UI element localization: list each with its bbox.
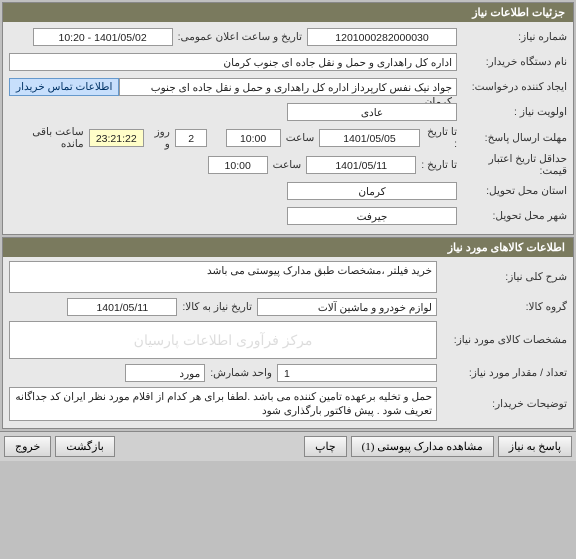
need-details-panel: جزئیات اطلاعات نیاز شماره نیاز: 12010002… — [2, 2, 574, 235]
validity-time-field: 10:00 — [208, 156, 268, 174]
days-field: 2 — [175, 129, 208, 147]
countdown-field: 23:21:22 — [89, 129, 144, 147]
spec-label: مشخصات کالای مورد نیاز: — [437, 334, 567, 346]
bottom-toolbar: پاسخ به نیاز مشاهده مدارک پیوستی (1) چاپ… — [0, 431, 576, 461]
unit-field: مورد — [125, 364, 205, 382]
group-label: گروه کالا: — [437, 301, 567, 313]
city-field: جیرفت — [287, 207, 457, 225]
days-and-label: روز و — [144, 126, 175, 150]
validity-label: حداقل تاریخ اعتبار قیمت: — [457, 153, 567, 177]
to-date-label: تا تاریخ : — [420, 126, 457, 150]
announce-label: تاریخ و ساعت اعلان عمومی: — [173, 31, 307, 43]
to-date-label-2: تا تاریخ : — [416, 159, 457, 171]
time-label-2: ساعت — [268, 159, 307, 171]
announce-field: 1401/05/02 - 10:20 — [33, 28, 173, 46]
qty-field: 1 — [277, 364, 437, 382]
deadline-date-field: 1401/05/05 — [319, 129, 419, 147]
buyer-notes-label: توضیحات خریدار: — [437, 398, 567, 410]
buyer-contact-button[interactable]: اطلاعات تماس خریدار — [9, 78, 119, 96]
need-number-label: شماره نیاز: — [457, 31, 567, 43]
buyer-org-label: نام دستگاه خریدار: — [457, 56, 567, 68]
qty-label: تعداد / مقدار مورد نیاز: — [437, 367, 567, 379]
validity-date-field: 1401/05/11 — [306, 156, 416, 174]
buyer-notes-field: حمل و تخلیه برعهده تامین کننده می باشد .… — [9, 387, 437, 421]
exit-button[interactable]: خروج — [4, 436, 51, 457]
need-number-field: 1201000282000030 — [307, 28, 457, 46]
remaining-label: ساعت باقی مانده — [9, 126, 89, 150]
priority-label: اولویت نیاز : — [457, 106, 567, 118]
spec-field — [9, 321, 437, 359]
desc-field: خرید فیلتر ،مشخصات طبق مدارک پیوستی می ب… — [9, 261, 437, 293]
time-label-1: ساعت — [281, 132, 320, 144]
deadline-label: مهلت ارسال پاسخ: — [457, 132, 567, 144]
province-field: کرمان — [287, 182, 457, 200]
buyer-org-field: اداره کل راهداری و حمل و نقل جاده ای جنو… — [9, 53, 457, 71]
creator-field: جواد نیک نفس کارپرداز اداره کل راهداری و… — [119, 78, 457, 96]
group-field: لوازم خودرو و ماشین آلات — [257, 298, 437, 316]
deadline-time-field: 10:00 — [226, 129, 281, 147]
creator-label: ایجاد کننده درخواست: — [457, 81, 567, 93]
panel2-header: اطلاعات کالاهای مورد نیاز — [3, 238, 573, 257]
reply-button[interactable]: پاسخ به نیاز — [498, 436, 572, 457]
panel1-header: جزئیات اطلاعات نیاز — [3, 3, 573, 22]
goods-panel: اطلاعات کالاهای مورد نیاز شرح کلی نیاز: … — [2, 237, 574, 429]
city-label: شهر محل تحویل: — [457, 210, 567, 222]
unit-label: واحد شمارش: — [205, 367, 277, 379]
print-button[interactable]: چاپ — [304, 436, 347, 457]
back-button[interactable]: بازگشت — [55, 436, 115, 457]
province-label: استان محل تحویل: — [457, 185, 567, 197]
desc-label: شرح کلی نیاز: — [437, 271, 567, 283]
goods-date-field: 1401/05/11 — [67, 298, 177, 316]
goods-date-label: تاریخ نیاز به کالا: — [177, 301, 257, 313]
priority-field: عادی — [287, 103, 457, 121]
attachments-button[interactable]: مشاهده مدارک پیوستی (1) — [351, 436, 494, 457]
